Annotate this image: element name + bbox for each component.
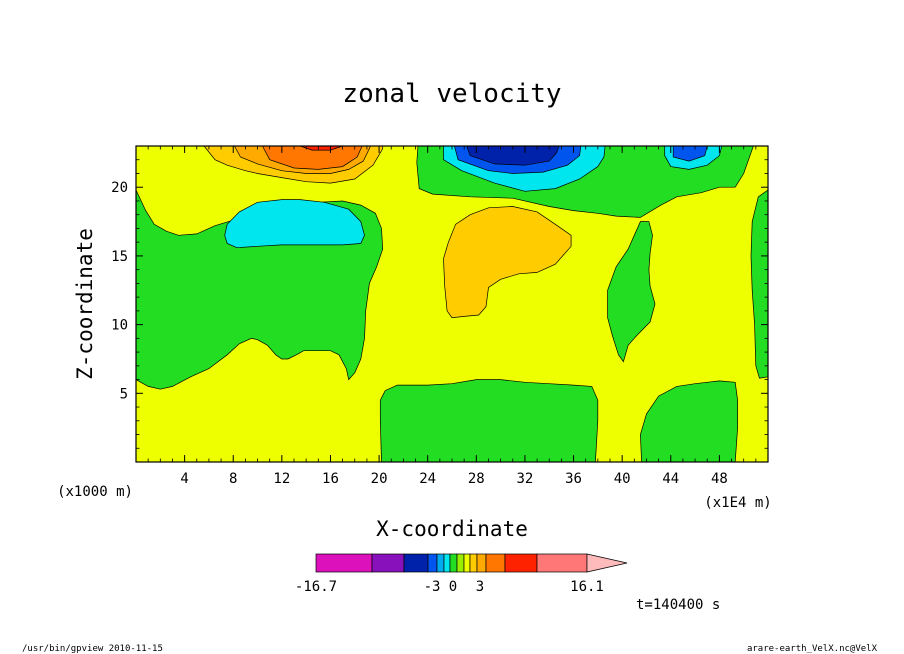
x-tick-label-0: 4 — [180, 471, 188, 487]
y-tick-label-3: 20 — [111, 180, 128, 196]
x-tick-label-8: 36 — [565, 471, 582, 487]
colorbar-max-label: 16.1 — [570, 579, 604, 595]
colorbar-segment-9 — [469, 553, 478, 573]
footer-left: /usr/bin/gpview 2010-11-15 — [22, 644, 163, 654]
x-tick-label-2: 12 — [273, 471, 290, 487]
y-unit-label: (x1E4 m) — [704, 495, 771, 511]
y-tick-label-1: 10 — [111, 318, 128, 334]
contour-region-6 — [607, 221, 656, 363]
footer-right: arare-earth_VelX.nc@VelX — [747, 644, 878, 654]
colorbar-segment-6 — [449, 553, 458, 573]
colorbar-segment-5 — [443, 553, 451, 573]
colorbar-segment-4 — [436, 553, 445, 573]
x-tick-label-9: 40 — [614, 471, 631, 487]
contour-region-13 — [443, 206, 572, 319]
time-label: t=140400 s — [636, 597, 720, 613]
contour-region-2 — [224, 199, 365, 249]
contour-region-4 — [640, 380, 738, 463]
chart-title: zonal velocity — [342, 79, 561, 109]
y-axis-label: Z-coordinate — [73, 228, 97, 380]
x-tick-label-5: 24 — [419, 471, 436, 487]
contour-region-16 — [261, 145, 363, 170]
contour-region-5 — [750, 189, 769, 379]
colorbar-label-2: 3 — [476, 579, 484, 595]
colorbar-segment-12 — [504, 553, 538, 573]
contour-region-3 — [379, 379, 599, 463]
colorbar: -3 0 3 — [315, 553, 628, 595]
x-tick-label-10: 44 — [662, 471, 679, 487]
colorbar-segment-7 — [456, 553, 465, 573]
x-tick-label-4: 20 — [371, 471, 388, 487]
colorbar-min-label: -16.7 — [295, 579, 337, 595]
x-tick-label-6: 28 — [468, 471, 485, 487]
colorbar-segment-2 — [403, 553, 429, 573]
colorbar-segment-1 — [371, 553, 405, 573]
x-tick-label-7: 32 — [516, 471, 533, 487]
colorbar-segment-3 — [427, 553, 438, 573]
colorbar-label-0: -3 — [424, 579, 441, 595]
x-tick-label-1: 8 — [229, 471, 237, 487]
contour-region-12 — [466, 145, 560, 166]
colorbar-label-1: 0 — [449, 579, 457, 595]
x-unit-label: (x1000 m) — [57, 484, 133, 500]
plot-area — [135, 145, 769, 463]
x-tick-label-11: 48 — [711, 471, 728, 487]
colorbar-segment-10 — [476, 553, 487, 573]
colorbar-segment-13 — [536, 553, 588, 573]
colorbar-segment-11 — [485, 553, 506, 573]
colorbar-arrow — [586, 553, 628, 573]
y-tick-label-2: 15 — [111, 249, 128, 265]
colorbar-segment-0 — [315, 553, 373, 573]
y-tick-label-0: 5 — [120, 386, 128, 402]
x-axis-label: X-coordinate — [376, 517, 528, 541]
colorbar-segment-8 — [463, 553, 471, 573]
x-tick-label-3: 16 — [322, 471, 339, 487]
